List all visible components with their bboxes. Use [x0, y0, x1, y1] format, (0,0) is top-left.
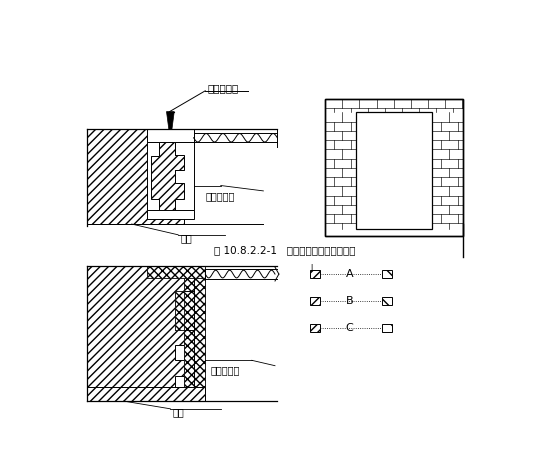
- Polygon shape: [382, 297, 392, 305]
- Text: 墙体: 墙体: [173, 407, 184, 417]
- Text: L: L: [311, 264, 315, 273]
- Polygon shape: [325, 98, 463, 235]
- Polygon shape: [147, 266, 205, 278]
- Polygon shape: [310, 324, 320, 332]
- Polygon shape: [184, 278, 205, 401]
- Text: A: A: [345, 269, 353, 279]
- Polygon shape: [356, 112, 432, 229]
- Text: 防火木门框: 防火木门框: [211, 366, 240, 375]
- Text: 钢防火门框: 钢防火门框: [205, 191, 234, 201]
- Text: C: C: [345, 323, 353, 333]
- Polygon shape: [167, 111, 174, 129]
- Polygon shape: [310, 297, 320, 305]
- Polygon shape: [310, 270, 320, 278]
- Polygon shape: [147, 266, 205, 278]
- Text: B: B: [345, 296, 353, 306]
- Polygon shape: [147, 129, 194, 142]
- Text: 墙体: 墙体: [180, 234, 192, 244]
- Polygon shape: [147, 210, 194, 219]
- Polygon shape: [184, 278, 205, 401]
- Polygon shape: [87, 266, 184, 401]
- Text: 打钉拉铁皮: 打钉拉铁皮: [208, 83, 239, 94]
- Polygon shape: [87, 387, 205, 401]
- Polygon shape: [175, 291, 184, 329]
- Polygon shape: [147, 142, 159, 210]
- Polygon shape: [87, 129, 184, 224]
- Polygon shape: [382, 324, 392, 332]
- Polygon shape: [382, 270, 392, 278]
- Text: 图 10.8.2.2-1   钢木质防火门结构安装图: 图 10.8.2.2-1 钢木质防火门结构安装图: [214, 245, 356, 255]
- Polygon shape: [175, 142, 194, 210]
